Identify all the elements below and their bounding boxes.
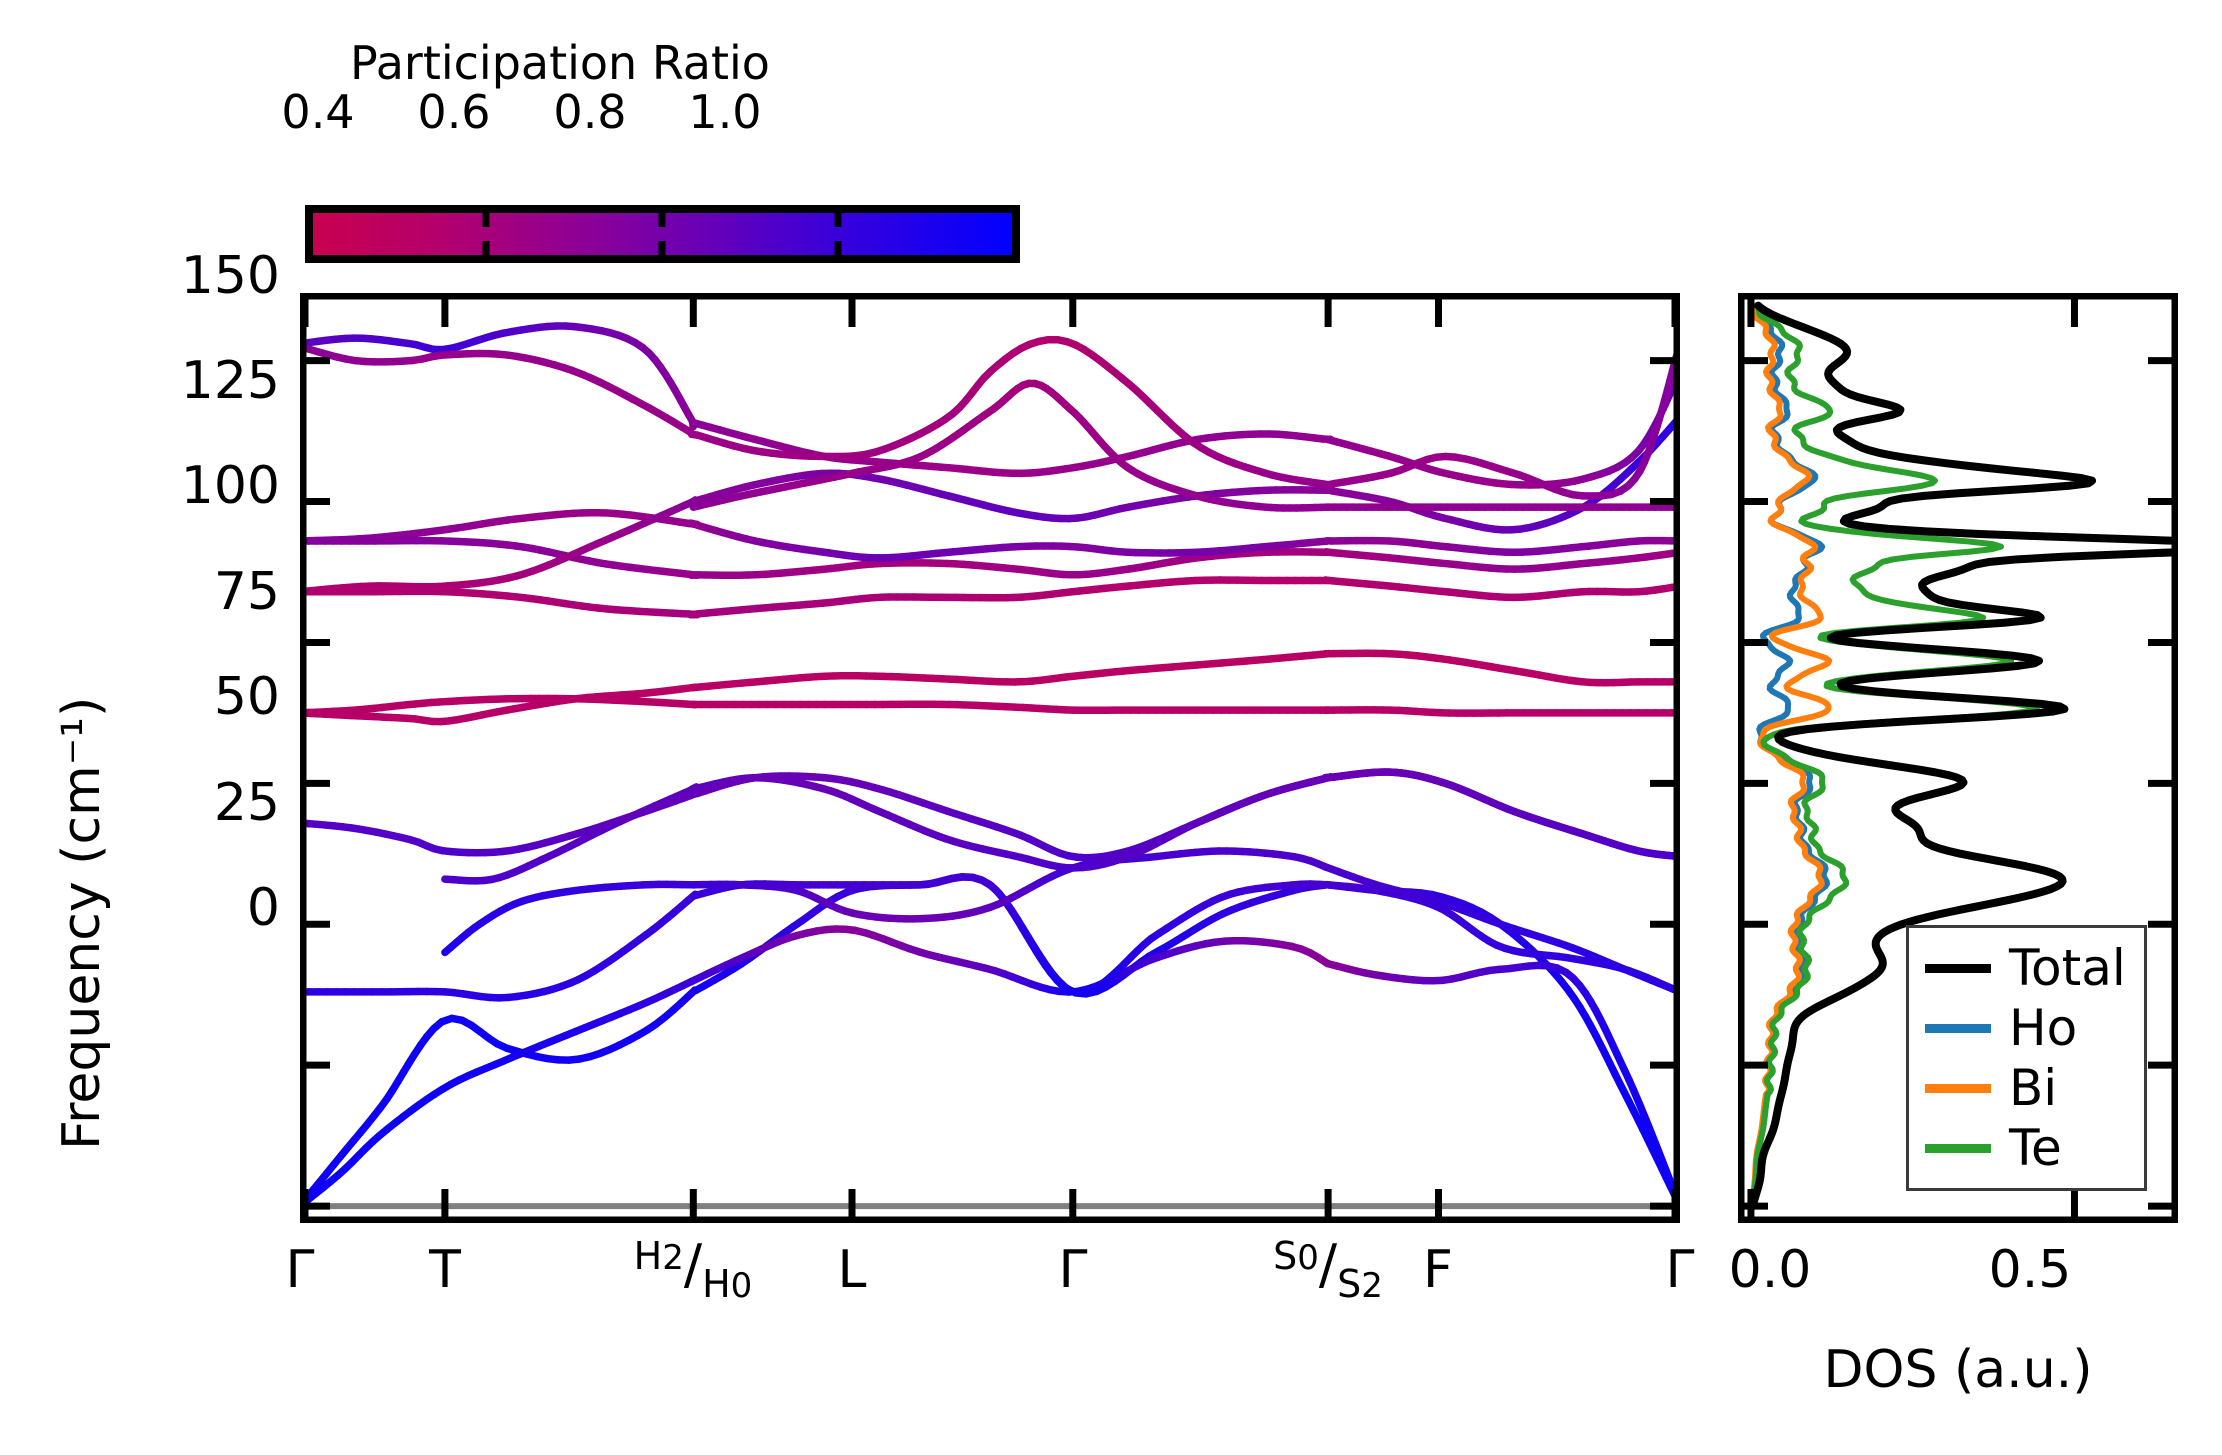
dos-curve-te [1748, 302, 2040, 1210]
x-tick-H2-num: H2 [633, 1234, 684, 1278]
legend-item-bi[interactable]: Bi [1909, 1058, 2144, 1118]
dos-x-tick-1: 0.5 [1988, 1240, 2072, 1300]
legend-swatch-total [1925, 963, 1991, 973]
colorbar-group: Participation Ratio 0.4 0.6 0.8 1.0 [0, 0, 1020, 270]
x-tick-labels: Γ T H2/H0 L Γ S0/S2 F Γ [286, 1237, 1695, 1360]
legend-swatch-te [1925, 1143, 1991, 1153]
x-tick-S0-num: S0 [1273, 1234, 1319, 1278]
y-tick-75: 75 [213, 562, 280, 622]
colorbar-tick-2: 0.8 [553, 85, 627, 139]
x-tick-H2H0: H2/H0 [633, 1236, 753, 1303]
colorbar-swatch [305, 205, 1020, 263]
colorbar-tick-0: 0.4 [281, 85, 355, 139]
legend-swatch-bi [1925, 1083, 1991, 1093]
y-tick-100: 100 [180, 456, 280, 516]
x-tick-slash-2: / [1318, 1233, 1338, 1296]
x-tick-gamma-0: Γ [285, 1240, 315, 1300]
dos-curve-total [1748, 301, 2178, 1211]
legend-item-te[interactable]: Te [1909, 1118, 2144, 1178]
x-tick-gamma-2: Γ [1665, 1240, 1695, 1300]
dos-x-tick-0: 0.0 [1728, 1240, 1812, 1300]
x-tick-H0-den: H0 [702, 1262, 753, 1306]
y-tick-0: 0 [246, 878, 280, 938]
x-tick-S0S2: S0/S2 [1268, 1236, 1388, 1303]
dos-x-axis-label: DOS (a.u.) [1823, 1340, 2093, 1400]
legend-swatch-ho [1925, 1023, 1991, 1033]
legend-label-bi: Bi [2009, 1059, 2058, 1117]
x-tick-L: L [837, 1240, 867, 1300]
x-tick-slash-1: / [683, 1233, 703, 1296]
y-tick-labels: 150 125 100 75 50 25 0 [110, 0, 280, 1455]
colorbar-title: Participation Ratio [350, 36, 770, 90]
band-structure-svg[interactable] [300, 293, 1680, 1223]
x-tick-H2H0-frac: H2/H0 [634, 1237, 753, 1303]
y-tick-50: 50 [213, 667, 280, 727]
y-axis-label: Frequency (cm⁻¹) [52, 696, 112, 1150]
band-structure-panel[interactable] [300, 293, 1680, 1223]
legend-label-total: Total [2009, 939, 2126, 997]
y-tick-150: 150 [180, 246, 280, 306]
x-tick-F: F [1423, 1240, 1453, 1300]
legend-label-ho: Ho [2009, 999, 2078, 1057]
legend-item-ho[interactable]: Ho [1909, 998, 2144, 1058]
x-tick-S2-den: S2 [1337, 1262, 1383, 1306]
x-tick-S0S2-frac: S0/S2 [1273, 1237, 1383, 1303]
legend-label-te: Te [2009, 1119, 2062, 1177]
colorbar-tick-1: 0.6 [417, 85, 491, 139]
x-tick-T: T [429, 1240, 461, 1300]
y-tick-125: 125 [180, 351, 280, 411]
colorbar-svg [305, 205, 1020, 263]
colorbar-tick-3: 1.0 [688, 85, 762, 139]
y-tick-25: 25 [213, 773, 280, 833]
x-tick-gamma-1: Γ [1058, 1240, 1088, 1300]
legend-item-total[interactable]: Total [1909, 938, 2144, 998]
dos-legend: Total Ho Bi Te [1906, 925, 2147, 1191]
